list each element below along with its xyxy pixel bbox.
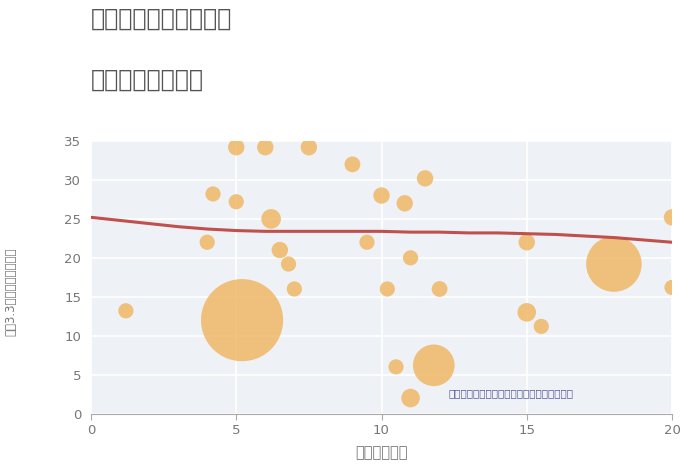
Point <box>376 192 387 199</box>
Text: 坪（3.3㎡）単価（万円）: 坪（3.3㎡）単価（万円） <box>4 247 17 336</box>
Point <box>419 175 430 182</box>
Point <box>536 322 547 330</box>
Point <box>361 238 372 246</box>
Point <box>405 394 416 402</box>
Point <box>237 316 248 324</box>
Point <box>428 361 440 369</box>
Point <box>391 363 402 371</box>
Point <box>289 285 300 293</box>
Point <box>666 284 678 291</box>
Point <box>399 200 410 207</box>
Point <box>283 260 294 268</box>
Point <box>521 238 532 246</box>
X-axis label: 駅距離（分）: 駅距離（分） <box>355 446 407 460</box>
Point <box>231 143 242 151</box>
Point <box>260 143 271 151</box>
Point <box>521 309 532 316</box>
Point <box>265 215 276 223</box>
Point <box>666 213 678 221</box>
Point <box>346 161 358 168</box>
Point <box>207 190 218 198</box>
Point <box>231 198 242 205</box>
Point <box>120 307 132 314</box>
Text: 駅距離別土地価格: 駅距離別土地価格 <box>91 68 204 92</box>
Point <box>608 260 620 268</box>
Point <box>434 285 445 293</box>
Point <box>405 254 416 262</box>
Point <box>382 285 393 293</box>
Text: 円の大きさは、取引のあった物件面積を示す: 円の大きさは、取引のあった物件面積を示す <box>448 389 573 399</box>
Point <box>303 143 314 151</box>
Text: 愛知県豊川市弥生町の: 愛知県豊川市弥生町の <box>91 7 232 31</box>
Point <box>274 246 286 254</box>
Point <box>202 238 213 246</box>
